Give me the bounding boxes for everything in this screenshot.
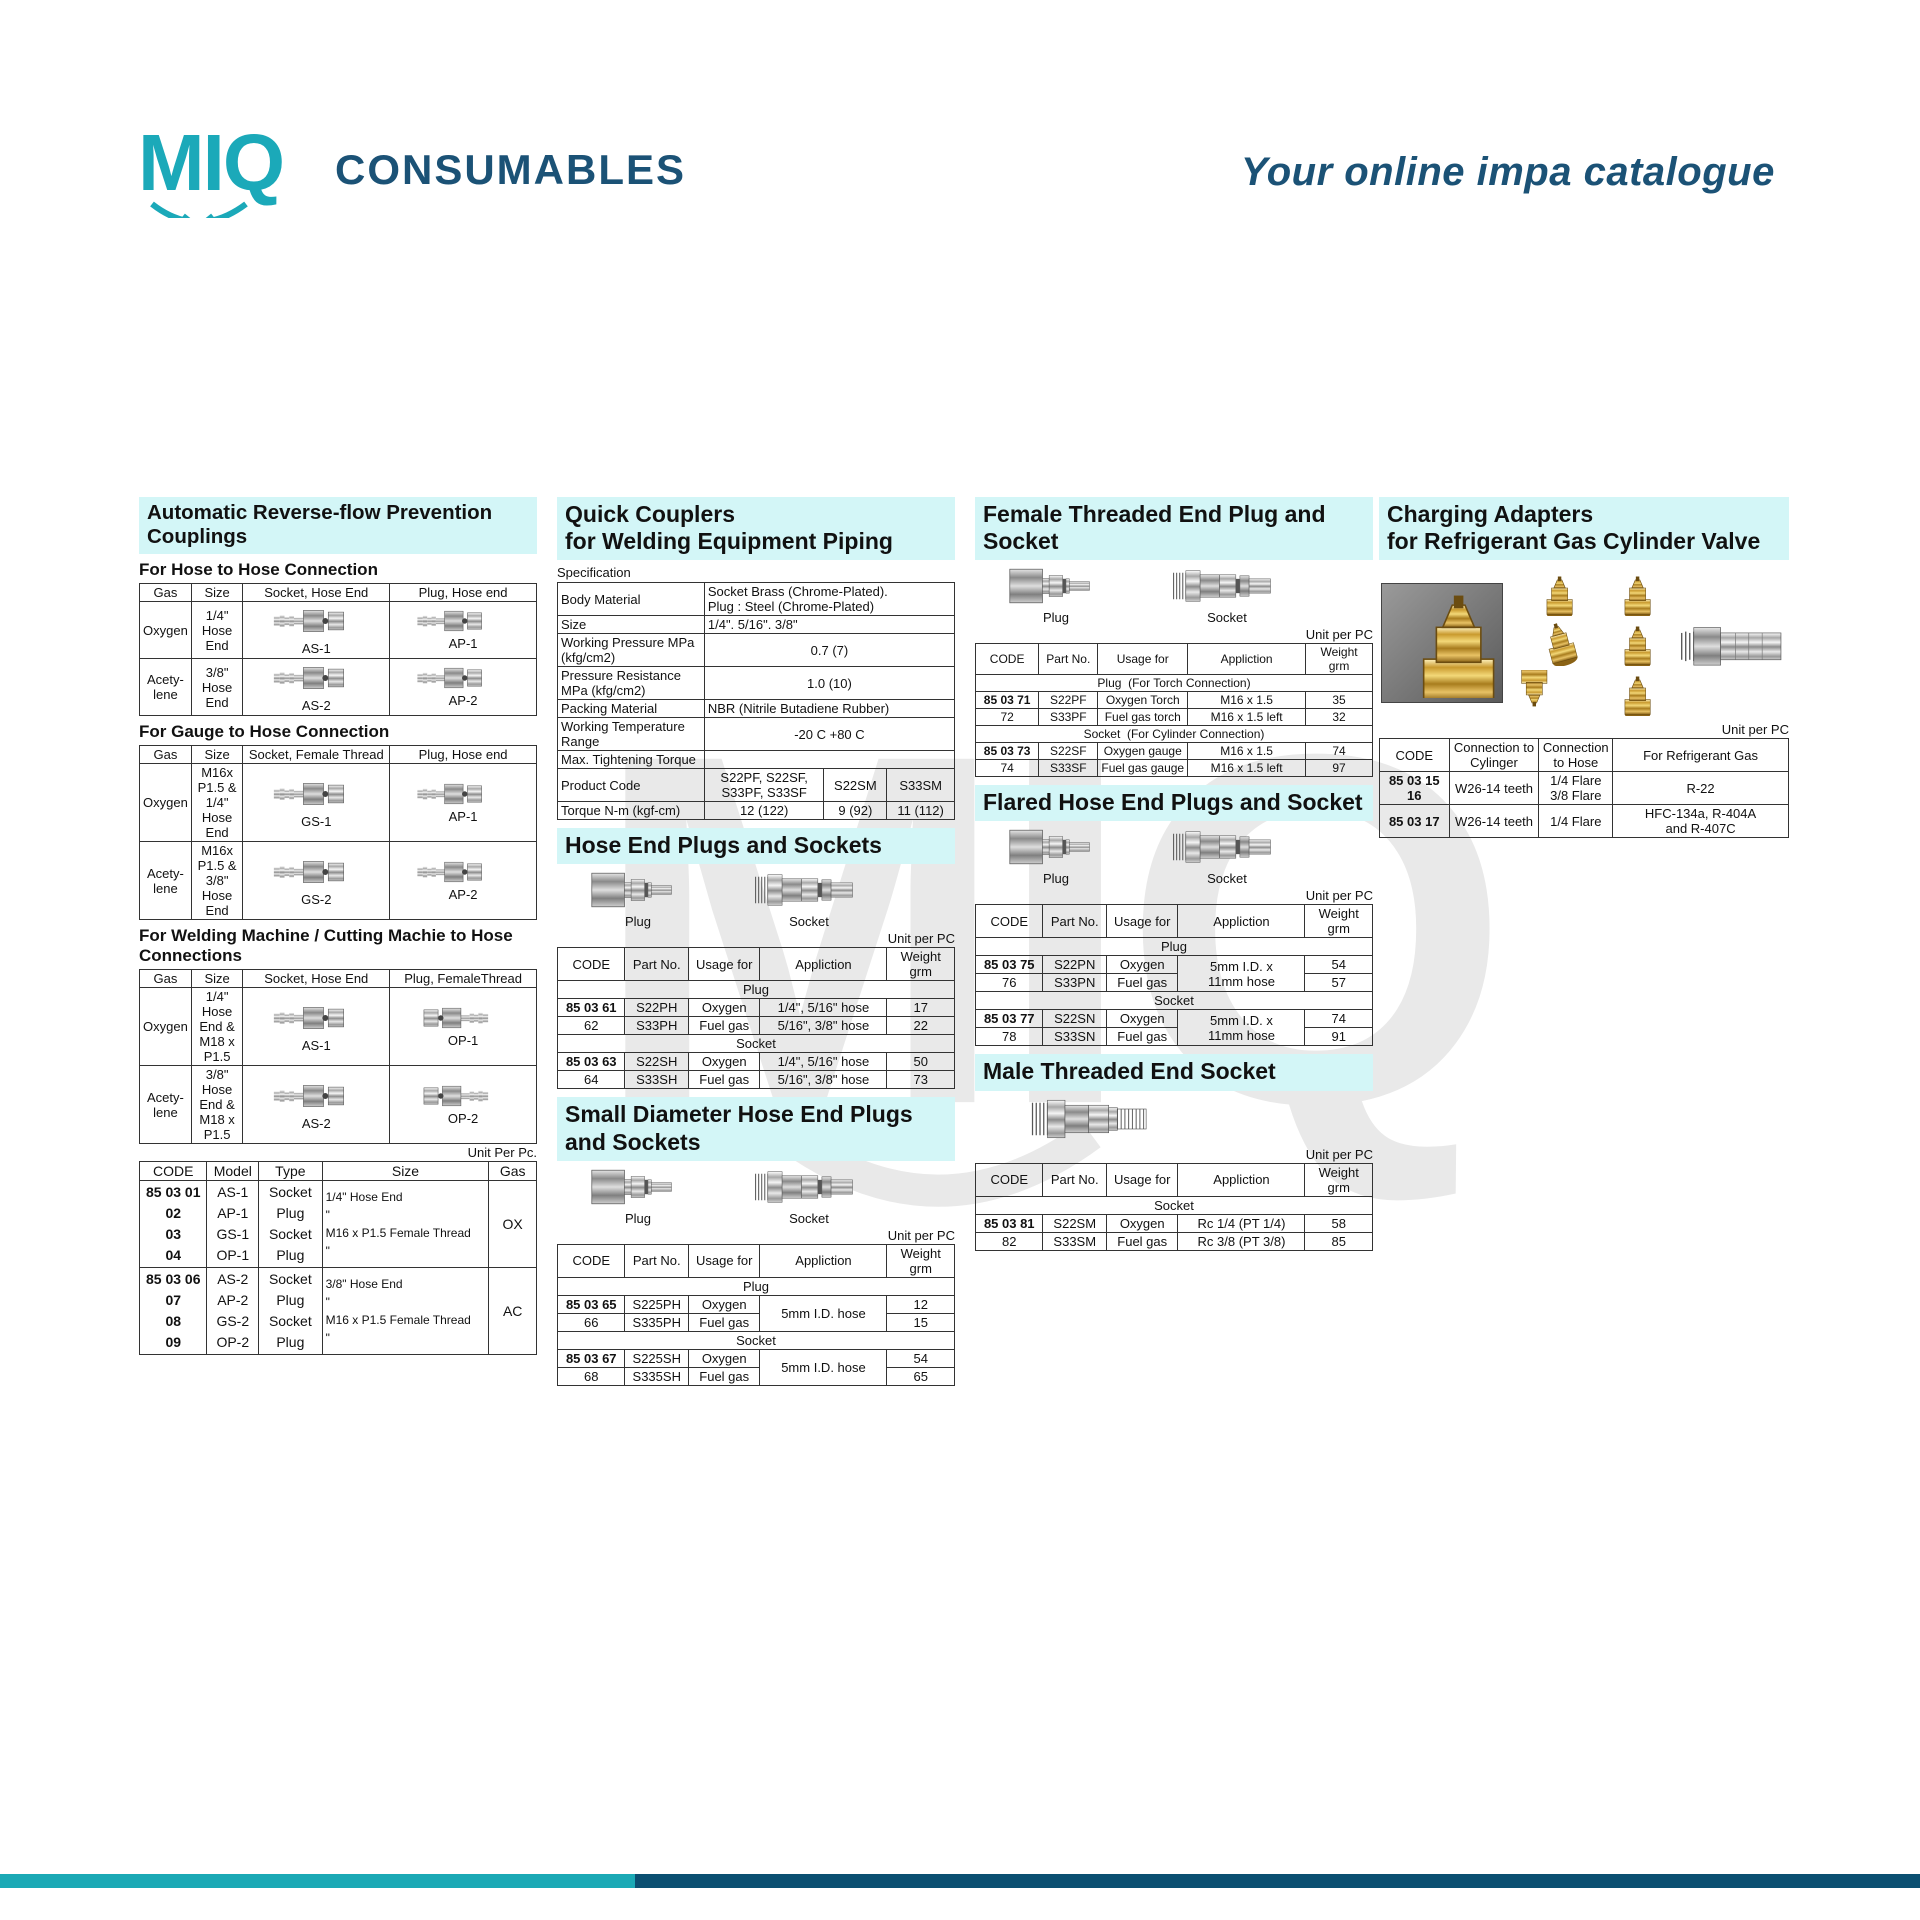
- svg-text:CONSUMABLES: CONSUMABLES: [335, 146, 686, 193]
- svg-text:MIQ: MIQ: [138, 118, 283, 207]
